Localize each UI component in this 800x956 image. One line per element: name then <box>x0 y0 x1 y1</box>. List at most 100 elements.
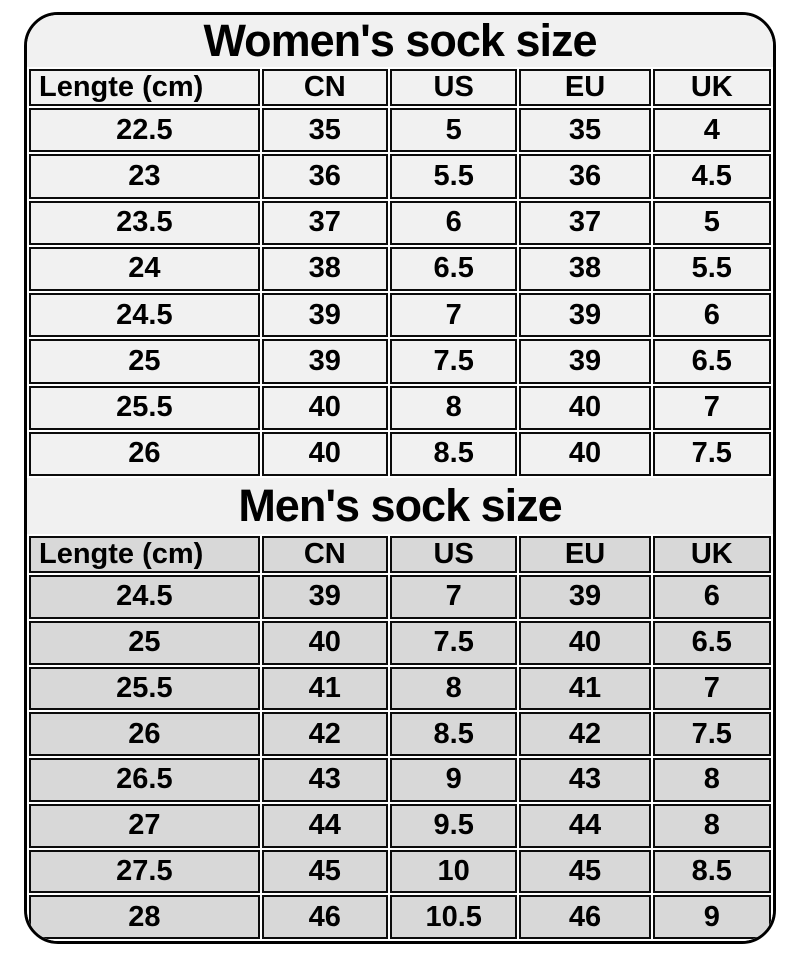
size-cell: 39 <box>519 293 650 337</box>
table-row: 24.5397396 <box>29 575 771 619</box>
size-cell: 23.5 <box>29 201 260 245</box>
size-cell: 26.5 <box>29 758 260 802</box>
size-cell: 7.5 <box>390 621 518 665</box>
size-cell: 35 <box>262 108 388 152</box>
size-cell: 22.5 <box>29 108 260 152</box>
size-cell: 7 <box>390 575 518 619</box>
size-cell: 7.5 <box>653 432 771 476</box>
size-cell: 7 <box>390 293 518 337</box>
size-cell: 5 <box>653 201 771 245</box>
size-cell: 44 <box>519 804 650 848</box>
size-cell: 46 <box>262 895 388 939</box>
size-cell: 39 <box>519 339 650 383</box>
size-cell: 10.5 <box>390 895 518 939</box>
size-cell: 9 <box>653 895 771 939</box>
column-header: US <box>390 69 518 106</box>
womens-title: Women's sock size <box>27 15 773 67</box>
size-cell: 39 <box>262 339 388 383</box>
size-cell: 5.5 <box>390 154 518 198</box>
size-cell: 27 <box>29 804 260 848</box>
size-cell: 40 <box>519 386 650 430</box>
size-cell: 7.5 <box>390 339 518 383</box>
size-cell: 35 <box>519 108 650 152</box>
table-row: 25.5408407 <box>29 386 771 430</box>
size-cell: 36 <box>519 154 650 198</box>
size-cell: 39 <box>519 575 650 619</box>
column-header: UK <box>653 536 771 573</box>
womens-section: Women's sock size Lengte (cm)CNUSEUUK22.… <box>27 15 773 478</box>
size-cell: 9.5 <box>390 804 518 848</box>
size-cell: 4.5 <box>653 154 771 198</box>
size-cell: 23 <box>29 154 260 198</box>
header-row: Lengte (cm)CNUSEUUK <box>29 69 771 106</box>
size-cell: 8.5 <box>653 850 771 894</box>
size-cell: 41 <box>519 667 650 711</box>
size-cell: 24 <box>29 247 260 291</box>
size-cell: 25.5 <box>29 667 260 711</box>
size-cell: 38 <box>262 247 388 291</box>
size-cell: 6.5 <box>390 247 518 291</box>
size-cell: 45 <box>519 850 650 894</box>
size-cell: 26 <box>29 712 260 756</box>
table-row: 25.5418417 <box>29 667 771 711</box>
size-cell: 37 <box>519 201 650 245</box>
size-cell: 40 <box>262 621 388 665</box>
column-header: EU <box>519 69 650 106</box>
table-row: 24.5397396 <box>29 293 771 337</box>
table-row: 24386.5385.5 <box>29 247 771 291</box>
table-row: 26.5439438 <box>29 758 771 802</box>
header-row: Lengte (cm)CNUSEUUK <box>29 536 771 573</box>
size-cell: 40 <box>262 432 388 476</box>
size-cell: 8 <box>390 386 518 430</box>
size-cell: 25.5 <box>29 386 260 430</box>
size-cell: 8 <box>653 758 771 802</box>
size-cell: 40 <box>519 621 650 665</box>
table-row: 23.5376375 <box>29 201 771 245</box>
size-cell: 8 <box>653 804 771 848</box>
table-row: 26428.5427.5 <box>29 712 771 756</box>
size-cell: 6.5 <box>653 621 771 665</box>
mens-section: Men's sock size Lengte (cm)CNUSEUUK24.53… <box>27 478 773 941</box>
size-cell: 5 <box>390 108 518 152</box>
table-row: 23365.5364.5 <box>29 154 771 198</box>
column-header: CN <box>262 69 388 106</box>
size-cell: 6.5 <box>653 339 771 383</box>
size-cell: 39 <box>262 575 388 619</box>
column-header: CN <box>262 536 388 573</box>
table-row: 22.5355354 <box>29 108 771 152</box>
column-header: EU <box>519 536 650 573</box>
size-cell: 27.5 <box>29 850 260 894</box>
mens-title: Men's sock size <box>27 478 773 534</box>
size-cell: 24.5 <box>29 293 260 337</box>
size-cell: 43 <box>519 758 650 802</box>
size-cell: 7 <box>653 667 771 711</box>
size-cell: 40 <box>519 432 650 476</box>
size-cell: 25 <box>29 621 260 665</box>
column-header: US <box>390 536 518 573</box>
size-cell: 42 <box>262 712 388 756</box>
table-row: 25407.5406.5 <box>29 621 771 665</box>
size-cell: 42 <box>519 712 650 756</box>
table-row: 25397.5396.5 <box>29 339 771 383</box>
size-cell: 25 <box>29 339 260 383</box>
size-cell: 8.5 <box>390 712 518 756</box>
size-cell: 44 <box>262 804 388 848</box>
size-cell: 45 <box>262 850 388 894</box>
size-cell: 9 <box>390 758 518 802</box>
size-cell: 7.5 <box>653 712 771 756</box>
size-cell: 46 <box>519 895 650 939</box>
size-cell: 43 <box>262 758 388 802</box>
size-chart-card: Women's sock size Lengte (cm)CNUSEUUK22.… <box>24 12 776 944</box>
size-cell: 36 <box>262 154 388 198</box>
size-cell: 8.5 <box>390 432 518 476</box>
size-cell: 37 <box>262 201 388 245</box>
size-cell: 39 <box>262 293 388 337</box>
mens-size-table: Lengte (cm)CNUSEUUK24.539739625407.5406.… <box>27 534 773 941</box>
table-row: 26408.5407.5 <box>29 432 771 476</box>
size-cell: 26 <box>29 432 260 476</box>
size-cell: 6 <box>653 575 771 619</box>
size-cell: 5.5 <box>653 247 771 291</box>
column-header: Lengte (cm) <box>29 69 260 106</box>
size-cell: 6 <box>653 293 771 337</box>
size-cell: 7 <box>653 386 771 430</box>
